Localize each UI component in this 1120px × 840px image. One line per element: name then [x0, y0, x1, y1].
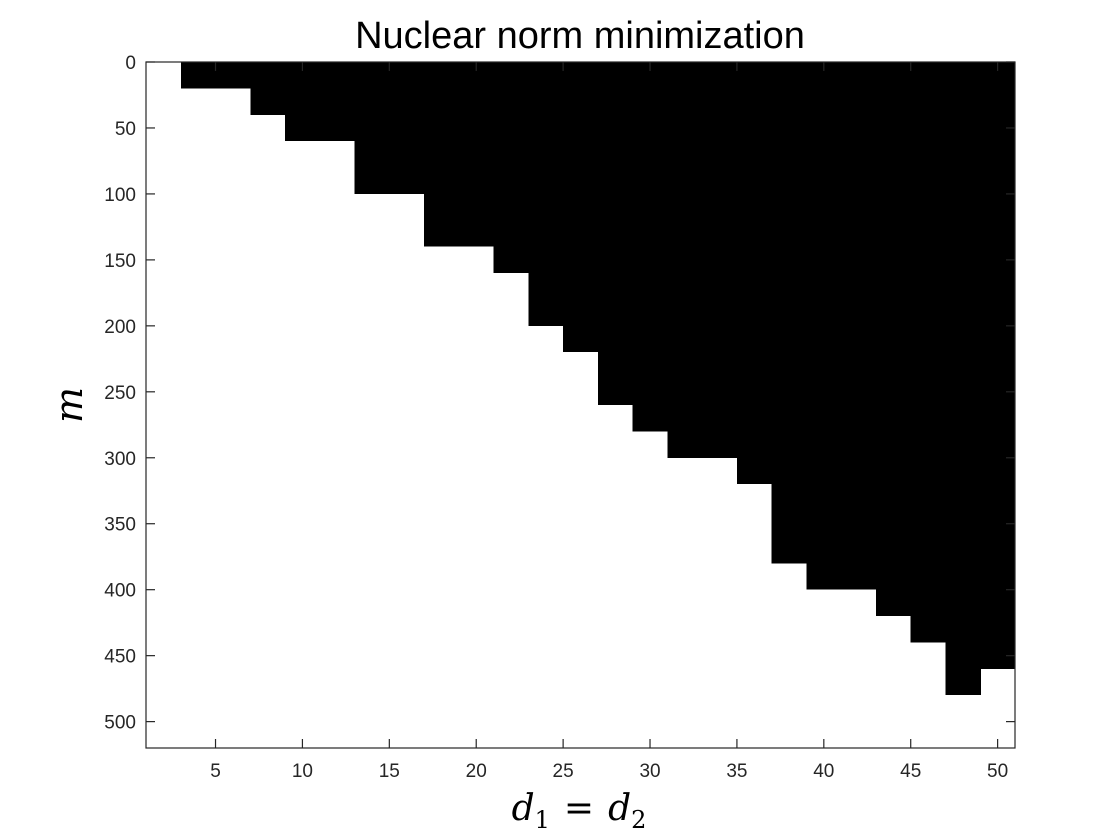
x-axis-label-base-1: d	[512, 788, 535, 829]
y-tick-label: 50	[115, 119, 136, 140]
heatmap-failure-cell	[771, 62, 808, 564]
heatmap-failure-cell	[702, 62, 738, 458]
heatmap-failure-cell	[424, 62, 460, 247]
heatmap-failure-cell	[736, 62, 773, 485]
heatmap-failure-cell	[667, 62, 703, 458]
x-tick-label: 10	[292, 761, 313, 782]
x-axis: 5 10 15 20 25 30 35 40 45 50	[210, 62, 1008, 782]
heatmap-failure-cell	[493, 62, 529, 274]
x-tick-label: 40	[813, 761, 834, 782]
chart-title: Nuclear norm minimization	[355, 15, 805, 57]
y-tick-label: 300	[104, 449, 136, 470]
heatmap-failure-cell	[563, 62, 599, 353]
x-tick-label: 5	[210, 761, 221, 782]
heatmap-failure-cell	[945, 62, 981, 696]
heatmap-failure-cell	[910, 62, 947, 643]
heatmap-failure-cell	[528, 62, 564, 326]
heatmap-failure-cell	[389, 62, 425, 194]
x-tick-label: 25	[553, 761, 574, 782]
x-axis-label: d1 = d2	[512, 788, 647, 834]
y-tick-label: 0	[125, 53, 136, 74]
x-axis-label-sub-2: 2	[631, 806, 646, 834]
heatmap-failure-cell	[285, 62, 321, 142]
heatmap-failure-cell	[458, 62, 495, 247]
heatmap-failure-cell	[632, 62, 668, 432]
plot-area	[145, 61, 1016, 749]
x-tick-label: 45	[900, 761, 921, 782]
y-tick-label: 350	[104, 515, 136, 536]
heatmap-failure-cell	[250, 62, 286, 115]
heatmap-failure-cell	[319, 62, 356, 142]
heatmap-failure-cell	[215, 62, 251, 89]
heatmap-failure-cell	[875, 62, 912, 617]
x-tick-label: 15	[379, 761, 400, 782]
x-axis-label-sub-1: 1	[535, 806, 550, 834]
y-tick-label: 500	[104, 713, 136, 734]
y-tick-label: 250	[104, 383, 136, 404]
heatmap-failure-cell	[180, 62, 217, 89]
x-tick-label: 50	[987, 761, 1008, 782]
heatmap-failure-cell	[806, 62, 842, 590]
heatmap-failure-cell	[597, 62, 634, 405]
y-axis-label: m	[47, 387, 91, 423]
y-tick-label: 200	[104, 317, 136, 338]
heatmap-failure-cell	[980, 62, 1016, 669]
y-tick-label: 450	[104, 647, 136, 668]
y-tick-label: 400	[104, 581, 136, 602]
y-tick-label: 100	[104, 185, 136, 206]
y-axis: 0 50 100 150 200 250 300 350 400 450 500	[104, 53, 1015, 734]
plot-frame	[145, 61, 1016, 749]
y-tick-label: 150	[104, 251, 136, 272]
x-tick-label: 30	[639, 761, 660, 782]
heatmap-failure-cell	[354, 62, 390, 194]
x-axis-label-equals: =	[564, 788, 594, 829]
heatmap-failure-cell	[841, 62, 877, 590]
x-tick-label: 35	[726, 761, 747, 782]
x-tick-label: 20	[466, 761, 487, 782]
x-axis-label-base-2: d	[608, 788, 631, 829]
